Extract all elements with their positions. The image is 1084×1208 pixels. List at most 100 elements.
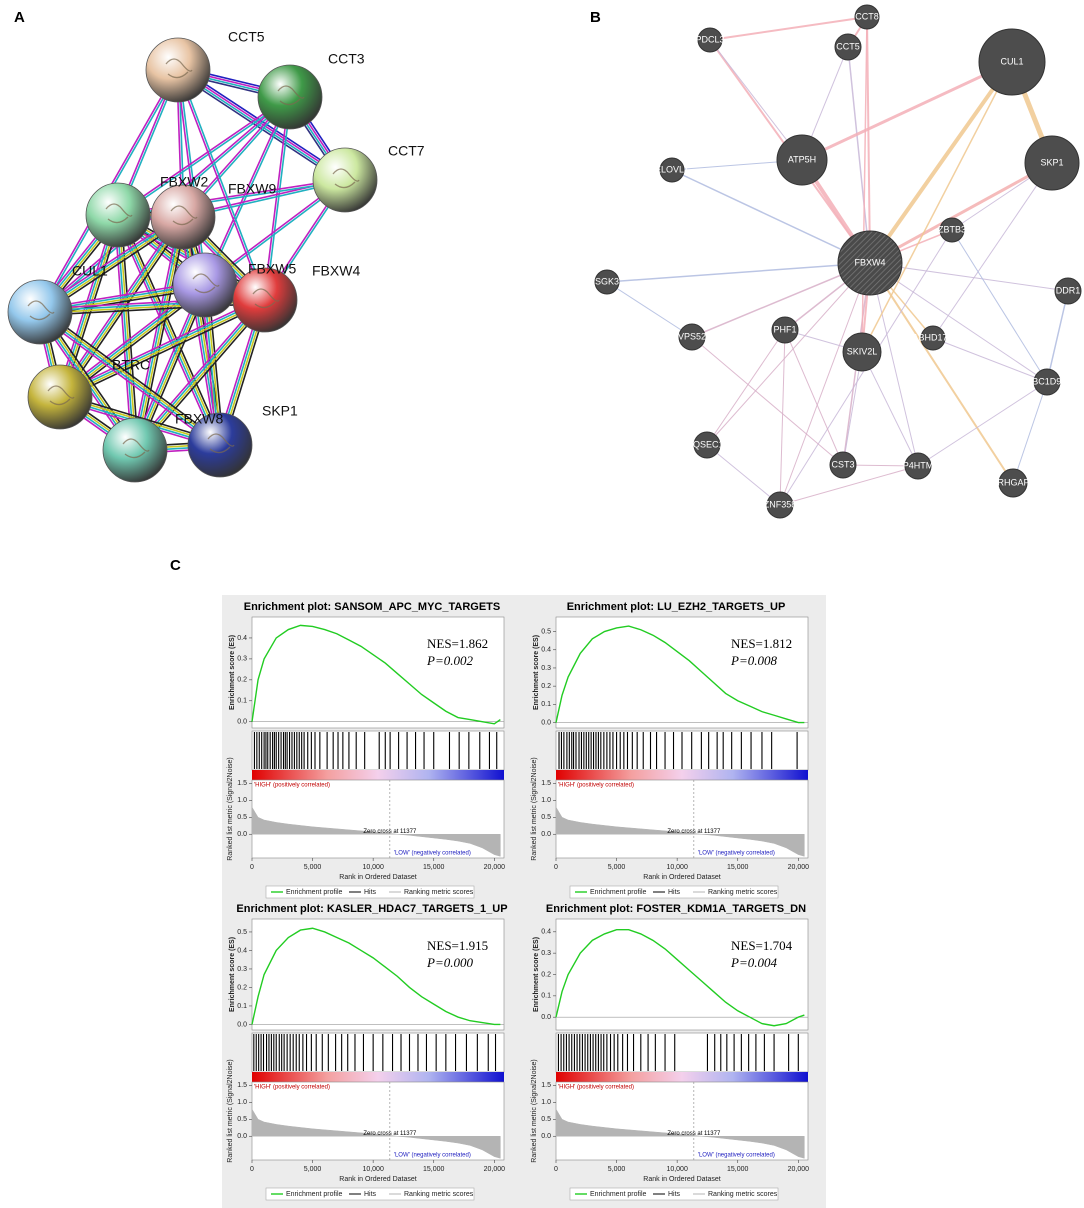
gene-node xyxy=(1024,135,1080,191)
es-frame xyxy=(251,616,505,729)
edge xyxy=(178,68,347,180)
edge xyxy=(41,308,223,443)
protein-node xyxy=(150,184,216,250)
x-tick-label: 20,000 xyxy=(788,864,810,871)
edge xyxy=(38,312,220,447)
gene-node xyxy=(998,468,1028,498)
y-tick-label: 0.3 xyxy=(541,665,551,672)
edge xyxy=(61,302,267,401)
edge xyxy=(1012,381,1048,484)
y2-tick-label: 0.5 xyxy=(541,814,551,821)
rank-colorbar xyxy=(252,1072,504,1082)
edge xyxy=(178,69,267,300)
high-label: 'HIGH' (positively correlated) xyxy=(558,1085,634,1091)
x-tick-label: 0 xyxy=(554,1166,558,1173)
metric-frame xyxy=(555,1081,809,1161)
legend-label: Hits xyxy=(364,889,377,896)
gene-node xyxy=(1033,368,1061,396)
protein-node xyxy=(312,147,378,213)
gene-node xyxy=(771,316,799,344)
gene-node xyxy=(659,157,685,183)
edge xyxy=(176,70,205,286)
edge xyxy=(932,162,1053,339)
x-tick-label: 15,000 xyxy=(423,1166,445,1173)
y-tick-label: 0.0 xyxy=(541,719,551,726)
rank-colorbar xyxy=(252,770,504,780)
x-tick-label: 10,000 xyxy=(362,864,384,871)
zero-cross-label: Zero cross at 11377 xyxy=(667,829,721,835)
y2-tick-label: 0.0 xyxy=(541,1133,551,1140)
network-a: CCT5 CCT3 CCT7 FBXW2 FBXW9 FBXW5 FBXW4 CUL1 BTRC… xyxy=(7,29,425,483)
node-label: CUL1 xyxy=(1000,56,1023,66)
x-tick-label: 10,000 xyxy=(666,864,688,871)
y-tick-label: 0.0 xyxy=(237,1021,247,1028)
panel-label: C xyxy=(170,557,181,574)
y2-tick-label: 1.0 xyxy=(237,1099,247,1106)
node-label: SKP1 xyxy=(262,403,298,419)
edge xyxy=(779,262,871,506)
y2-axis-label: Ranked list metric (Signal2Noise) xyxy=(227,1059,234,1162)
plot-title: Enrichment plot: FOSTER_KDM1A_TARGETS_DN xyxy=(546,903,806,915)
edge xyxy=(116,95,290,215)
y2-tick-label: 1.0 xyxy=(237,797,247,804)
y-axis-label: Enrichment score (ES) xyxy=(229,937,236,1012)
protein-node xyxy=(7,279,73,345)
enrichment-line xyxy=(555,625,805,724)
node-label: DDR1 xyxy=(1056,285,1081,295)
plot-title: Enrichment plot: SANSOM_APC_MYC_TARGETS xyxy=(244,601,501,613)
y2-tick-label: 0.5 xyxy=(237,814,247,821)
edge xyxy=(37,314,219,449)
y-tick-label: 0.1 xyxy=(237,1003,247,1010)
node-label: CCT8 xyxy=(855,11,879,21)
edge xyxy=(868,60,1014,265)
gene-node xyxy=(842,332,882,372)
protein-structure xyxy=(122,438,150,459)
edge xyxy=(178,217,218,446)
gene-node xyxy=(594,269,620,295)
edge xyxy=(58,296,264,395)
node-label: CST3 xyxy=(831,459,854,469)
node-label: SGK3 xyxy=(595,276,619,286)
y-tick-label: 0.5 xyxy=(237,929,247,936)
annotation: NES=1.862 xyxy=(427,636,488,651)
node-label: FBXW4 xyxy=(854,257,885,267)
x-tick-label: 20,000 xyxy=(788,1166,810,1173)
y-tick-label: 0.3 xyxy=(237,656,247,663)
protein-structure xyxy=(332,168,360,189)
x-tick-label: 15,000 xyxy=(727,864,749,871)
protein-node xyxy=(232,267,298,333)
metric-area xyxy=(555,806,805,857)
legend-label: Hits xyxy=(668,889,681,896)
gene-node xyxy=(776,134,828,186)
edge xyxy=(801,60,1013,162)
edge xyxy=(118,97,292,217)
legend-label: Enrichment profile xyxy=(590,1191,647,1198)
legend-label: Ranking metric scores xyxy=(708,889,778,896)
edge xyxy=(869,262,1048,383)
rank-colorbar xyxy=(556,1072,808,1082)
edge xyxy=(137,217,188,451)
edge xyxy=(60,300,266,399)
legend-box xyxy=(265,885,475,899)
legend-label: Enrichment profile xyxy=(590,889,647,896)
protein-structure xyxy=(170,205,198,226)
edge xyxy=(779,329,786,506)
legend-box xyxy=(265,1187,475,1201)
edge xyxy=(176,70,265,301)
edge xyxy=(263,96,290,300)
protein-node xyxy=(172,252,238,318)
node-label: SKP1 xyxy=(1040,157,1063,167)
edge xyxy=(1046,290,1069,383)
y-axis-label: Enrichment score (ES) xyxy=(533,635,540,710)
rank-colorbar xyxy=(556,770,808,780)
gene-node xyxy=(854,4,880,30)
x-tick-label: 20,000 xyxy=(484,864,506,871)
edge xyxy=(932,337,1048,383)
annotation: P=0.004 xyxy=(730,955,777,970)
edge xyxy=(113,215,133,451)
y-tick-label: 0.4 xyxy=(541,647,551,654)
protein-structure xyxy=(192,273,220,294)
protein-node xyxy=(85,182,151,248)
x-axis-label: Rank in Ordered Dataset xyxy=(339,1176,416,1183)
node-label: CCT5 xyxy=(836,41,860,51)
